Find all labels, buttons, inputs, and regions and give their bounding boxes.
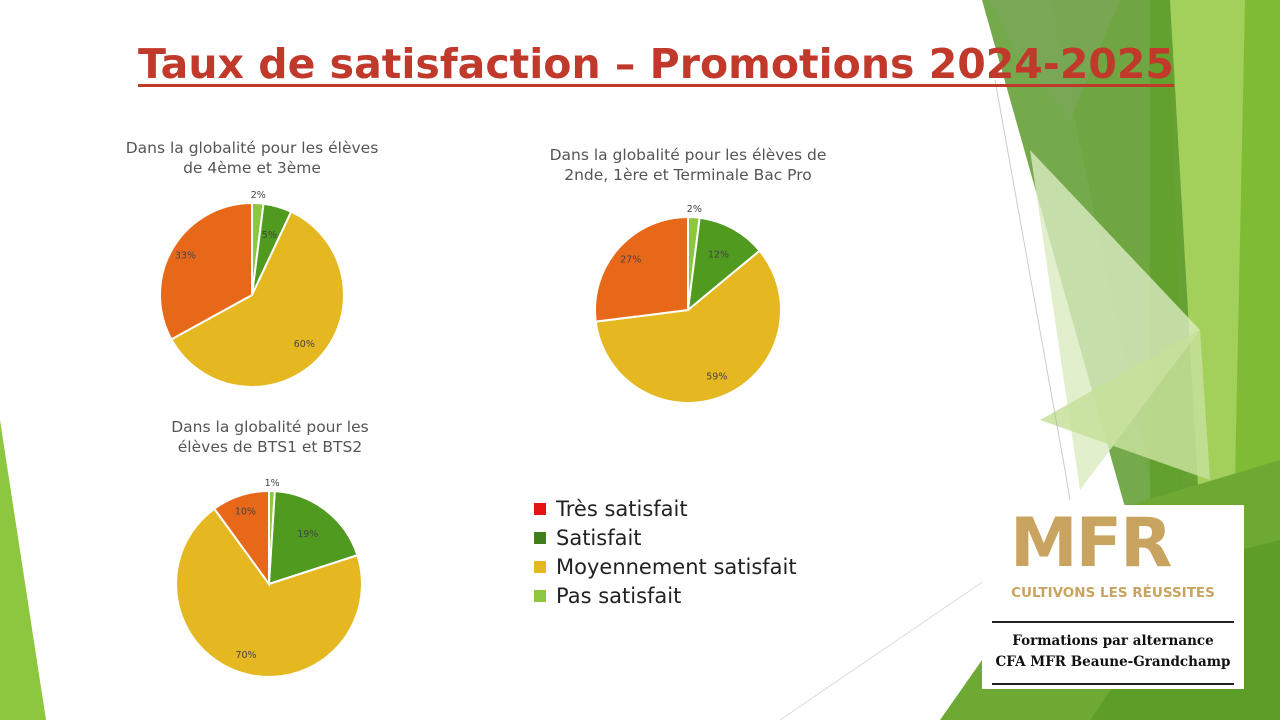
pie-data-label: 59% <box>706 372 727 383</box>
pie-data-label: 1% <box>265 478 280 489</box>
chart-3-title: Dans la globalité pour les élèves de BTS… <box>140 417 400 457</box>
pie-data-label: 5% <box>262 230 277 241</box>
pie-slice <box>594 215 689 323</box>
person-figure-icon <box>1168 522 1206 579</box>
legend-label: Satisfait <box>556 525 642 550</box>
pie-data-label: 10% <box>235 506 256 517</box>
chart-3-title-line-1: Dans la globalité pour les <box>171 418 369 436</box>
logo-wordmark: MFR <box>1010 504 1172 583</box>
pie-data-label: 2% <box>687 204 702 215</box>
pie-data-label: 2% <box>251 190 266 201</box>
chart-2-title-line-2: 2nde, 1ère et Terminale Bac Pro <box>564 166 812 184</box>
chart-3-pie: 1% 19% 70% 10% <box>175 478 363 678</box>
chart-3-title-line-2: élèves de BTS1 et BTS2 <box>177 438 363 456</box>
legend-item-satisfait: Satisfait <box>534 523 797 552</box>
chart-2-title: Dans la globalité pour les élèves de 2nd… <box>528 145 848 185</box>
logo-line-1: Formations par alternance <box>1012 633 1214 649</box>
legend-label: Très satisfait <box>556 496 688 521</box>
slide-title: Taux de satisfaction – Promotions 2024-2… <box>138 40 1174 88</box>
logo-divider-bottom <box>992 683 1234 685</box>
pie-slice <box>594 249 782 404</box>
pie-slice <box>175 507 363 678</box>
pie-slice <box>212 489 270 588</box>
chart-1-title: Dans la globalité pour les élèves de 4èm… <box>98 138 406 178</box>
pie-slice <box>267 490 359 586</box>
pie-data-label: 19% <box>297 529 318 540</box>
legend-label: Moyennement satisfait <box>556 554 797 579</box>
legend-swatch <box>534 589 546 602</box>
chart-2-title-line-1: Dans la globalité pour les élèves de <box>549 146 827 164</box>
pie-slice <box>170 210 345 388</box>
legend-item-moyennement-satisfait: Moyennement satisfait <box>534 552 797 581</box>
pie-data-label: 33% <box>175 251 196 262</box>
legend-swatch <box>534 502 546 515</box>
mfr-logo: MFR CULTIVONS LES RÉUSSITES Formations p… <box>982 505 1244 689</box>
chart-1-pie: 2% 5% 60% 33% <box>159 190 345 388</box>
legend-item-pas-satisfait: Pas satisfait <box>534 581 797 610</box>
legend: Très satisfait Satisfait Moyennement sat… <box>534 494 797 610</box>
legend-swatch <box>534 560 546 573</box>
chart-1-title-line-1: Dans la globalité pour les élèves <box>125 139 379 157</box>
pie-slice <box>159 201 253 341</box>
chart-1-title-line-2: de 4ème et 3ème <box>183 159 321 177</box>
logo-divider-top <box>992 621 1234 623</box>
legend-item-tres-satisfait: Très satisfait <box>534 494 797 523</box>
pie-data-label: 70% <box>235 650 256 661</box>
pie-data-label: 12% <box>708 250 729 261</box>
pie-data-label: 60% <box>294 339 315 350</box>
pie-slice <box>686 216 762 313</box>
pie-data-label: 27% <box>620 255 641 266</box>
chart-2-pie: 2% 12% 59% 27% <box>594 204 782 404</box>
legend-swatch <box>534 531 546 544</box>
logo-line-2: CFA MFR Beaune-Grandchamp <box>995 654 1231 670</box>
logo-slogan: CULTIVONS LES RÉUSSITES <box>1011 585 1215 601</box>
legend-label: Pas satisfait <box>556 583 682 608</box>
